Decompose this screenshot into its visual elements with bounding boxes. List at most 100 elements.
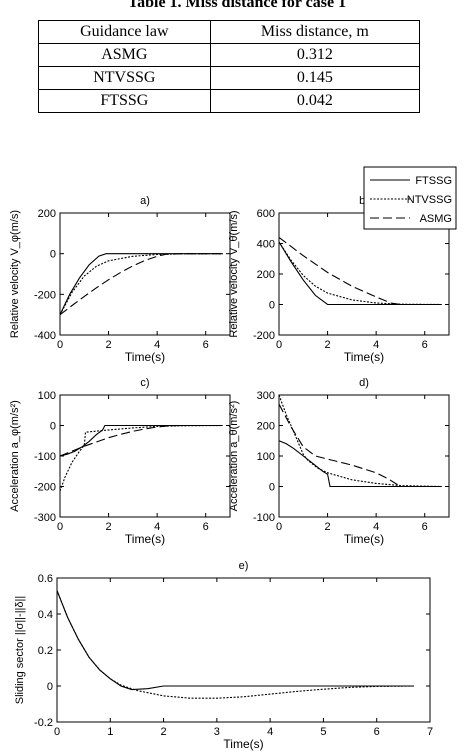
y-tick-label: 0 bbox=[269, 300, 275, 312]
plot-frame bbox=[56, 577, 431, 723]
y-tick-label: 200 bbox=[257, 269, 275, 281]
series-line-ftssg bbox=[59, 424, 223, 457]
chart-legend: FTSSG NTVSSG ASMG bbox=[363, 166, 457, 230]
x-tick-label: 2 bbox=[106, 339, 112, 351]
chart-panel-a: 0 2 4 6 -400 -200 0 200 Time(s) Relative velocity… bbox=[9, 195, 231, 364]
y-tick-label: 0 bbox=[50, 421, 56, 433]
legend-label: ASMG bbox=[420, 213, 452, 225]
x-axis-label: Time(s) bbox=[344, 532, 384, 546]
x-tick-label: 6 bbox=[374, 726, 380, 738]
x-tick-label: 4 bbox=[373, 521, 379, 533]
series-line-asmg bbox=[278, 403, 442, 488]
y-tick-label: 200 bbox=[38, 208, 56, 220]
y-axis-label: Relative velocity V_φ(m/s) bbox=[9, 210, 21, 338]
table-cell-law: NTVSSG bbox=[38, 66, 211, 90]
series-line-asmg bbox=[59, 424, 223, 457]
y-tick-label: 0 bbox=[50, 249, 56, 261]
chart-panel-c: 0 2 4 6 -300 -200 -100 0 100 Time(s) Acceleration … bbox=[9, 377, 231, 546]
x-tick-label: 1 bbox=[107, 726, 113, 738]
series-line-asmg bbox=[59, 253, 223, 316]
table-cell-miss-distance: 0.145 bbox=[209, 66, 421, 90]
x-axis-label: Time(s) bbox=[223, 737, 263, 751]
table-cell-law: ASMG bbox=[38, 43, 211, 67]
x-tick-label: 4 bbox=[373, 339, 379, 351]
y-tick-label: -100 bbox=[34, 451, 56, 463]
x-tick-label: 0 bbox=[276, 521, 282, 533]
x-tick-label: 4 bbox=[267, 726, 273, 738]
y-tick-label: -0.2 bbox=[34, 717, 53, 729]
plot-frame bbox=[278, 394, 450, 518]
series-line-ntvssg bbox=[278, 394, 442, 488]
x-tick-label: 2 bbox=[325, 521, 331, 533]
x-tick-label: 6 bbox=[203, 521, 209, 533]
series-line-ftssg bbox=[278, 440, 442, 488]
x-tick-label: 4 bbox=[154, 521, 160, 533]
series-line-asmg bbox=[278, 236, 442, 306]
x-axis-label: Time(s) bbox=[125, 532, 165, 546]
x-tick-label: 2 bbox=[106, 521, 112, 533]
x-tick-label: 6 bbox=[422, 339, 428, 351]
y-tick-label: 400 bbox=[257, 239, 275, 251]
legend-label: NTVSSG bbox=[407, 194, 452, 206]
table-row: ASMG 0.312 bbox=[38, 43, 421, 67]
y-tick-label: 300 bbox=[257, 390, 275, 402]
x-tick-label: 4 bbox=[154, 339, 160, 351]
x-tick-label: 2 bbox=[161, 726, 167, 738]
table-row: FTSSG 0.042 bbox=[38, 89, 421, 113]
table-caption: Table 1. Miss distance for case 1 bbox=[127, 0, 347, 11]
y-tick-label: -400 bbox=[34, 330, 56, 342]
y-tick-label: 600 bbox=[257, 208, 275, 220]
x-axis-label: Time(s) bbox=[125, 350, 165, 364]
plot-frame bbox=[278, 212, 450, 336]
x-tick-label: 7 bbox=[427, 726, 433, 738]
table-cell-law: FTSSG bbox=[38, 89, 211, 113]
panel-label: e) bbox=[239, 560, 249, 572]
x-tick-label: 3 bbox=[214, 726, 220, 738]
panel-label: c) bbox=[140, 377, 149, 389]
y-tick-label: -200 bbox=[34, 482, 56, 494]
y-tick-label: -100 bbox=[253, 512, 275, 524]
y-tick-label: 100 bbox=[38, 390, 56, 402]
y-axis-label: Acceleration a_θ(m/s²) bbox=[228, 401, 240, 512]
y-axis-label: Relative velocity V_θ(m/s) bbox=[228, 210, 240, 337]
x-axis-label: Time(s) bbox=[344, 350, 384, 364]
y-tick-label: 0 bbox=[269, 482, 275, 494]
x-tick-label: 6 bbox=[422, 521, 428, 533]
series-line-ftssg bbox=[278, 241, 442, 306]
y-tick-label: -300 bbox=[34, 512, 56, 524]
y-tick-label: 0.2 bbox=[38, 645, 53, 657]
miss-distance-table: Guidance law Miss distance, m ASMG 0.312… bbox=[38, 20, 421, 113]
x-tick-label: 6 bbox=[203, 339, 209, 351]
column-header-guidance-law: Guidance law bbox=[38, 20, 211, 44]
x-tick-label: 0 bbox=[276, 339, 282, 351]
y-tick-label: -200 bbox=[253, 330, 275, 342]
plot-frame bbox=[59, 394, 231, 518]
table-cell-miss-distance: 0.042 bbox=[209, 89, 421, 113]
column-header-miss-distance: Miss distance, m bbox=[209, 20, 421, 44]
table-row: NTVSSG 0.145 bbox=[38, 66, 421, 90]
legend-label: FTSSG bbox=[415, 175, 452, 187]
x-tick-label: 5 bbox=[320, 726, 326, 738]
x-tick-label: 2 bbox=[325, 339, 331, 351]
table-cell-miss-distance: 0.312 bbox=[209, 43, 421, 67]
x-tick-label: 0 bbox=[57, 521, 63, 533]
series-line-ftssg bbox=[59, 253, 223, 315]
y-tick-label: 0 bbox=[47, 681, 53, 693]
panel-label: d) bbox=[359, 377, 369, 389]
panel-label: a) bbox=[140, 195, 150, 207]
y-tick-label: 200 bbox=[257, 421, 275, 433]
series-line-ntvssg bbox=[56, 590, 415, 699]
y-axis-label: Acceleration a_φ(m/s²) bbox=[9, 400, 21, 512]
y-tick-label: 0.6 bbox=[38, 573, 53, 585]
legend-box bbox=[363, 166, 457, 230]
y-tick-label: 0.4 bbox=[38, 609, 53, 621]
x-tick-label: 0 bbox=[54, 726, 60, 738]
x-tick-label: 0 bbox=[57, 339, 63, 351]
y-tick-label: -200 bbox=[34, 289, 56, 301]
y-tick-label: 100 bbox=[257, 451, 275, 463]
y-axis-label: Sliding sector ||σ||-||δ|| bbox=[14, 596, 26, 705]
